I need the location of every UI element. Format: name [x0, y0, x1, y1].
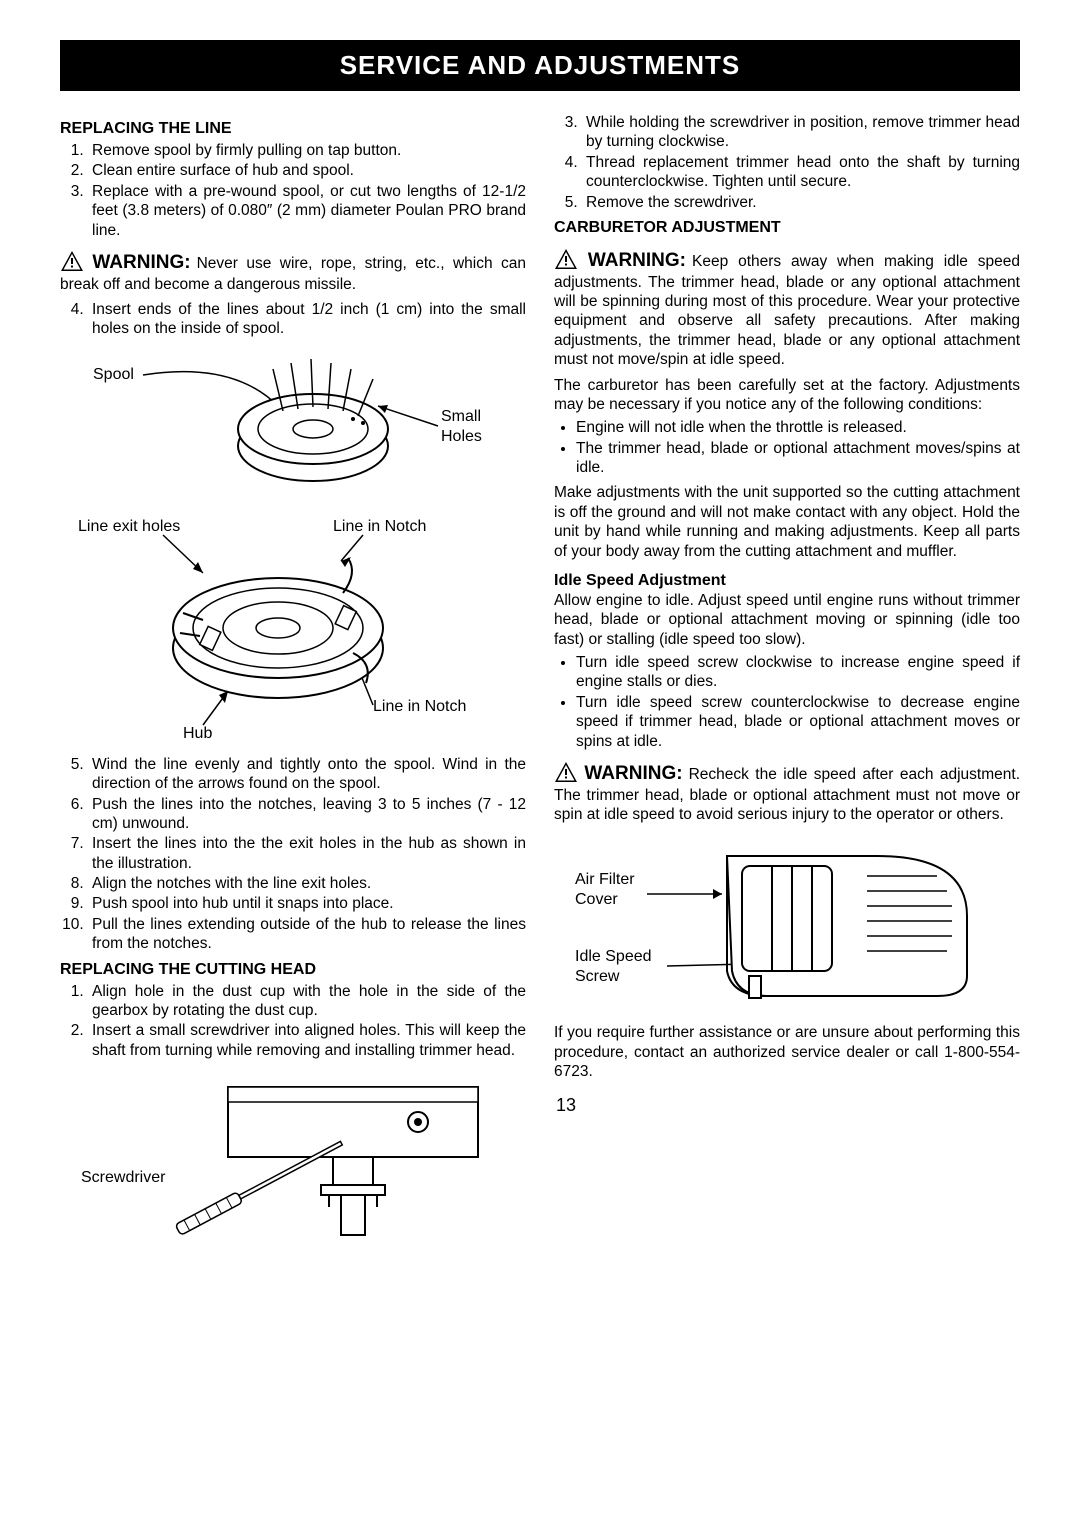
list-item: Insert the lines into the the exit holes… [88, 834, 526, 873]
replacing-head-steps: Align hole in the dust cup with the hole… [60, 982, 526, 1061]
fig-label-screwdriver: Screwdriver [81, 1169, 166, 1186]
two-column-layout: REPLACING THE LINE Remove spool by firml… [60, 113, 1020, 1254]
heading-replacing-line: REPLACING THE LINE [60, 119, 526, 139]
fig-label-idle-speed: Idle Speed [575, 948, 652, 965]
title-bar: SERVICE AND ADJUSTMENTS [60, 40, 1020, 91]
assistance-para: If you require further assistance or are… [554, 1023, 1020, 1081]
figure-hub: Line exit holes Line in Notch Line in No… [60, 513, 526, 743]
list-item: Replace with a pre-wound spool, or cut t… [88, 182, 526, 240]
warning-label: WARNING: [92, 252, 190, 273]
replacing-head-steps-cont: While holding the screwdriver in positio… [554, 113, 1020, 212]
list-item: Remove spool by firmly pulling on tap bu… [88, 141, 526, 160]
list-item: Clean entire surface of hub and spool. [88, 161, 526, 180]
figure-spool: Spool Small Holes [60, 351, 526, 501]
list-item: The trimmer head, blade or optional atta… [576, 439, 1020, 478]
replacing-line-steps-a: Remove spool by firmly pulling on tap bu… [60, 141, 526, 240]
right-column: While holding the screwdriver in positio… [554, 113, 1020, 1254]
fig-label-air-filter: Air Filter [575, 871, 635, 888]
replacing-line-steps-b: Insert ends of the lines about 1/2 inch … [60, 300, 526, 339]
figure-idle-screw: Air Filter Cover Idle Speed Screw [554, 836, 1020, 1011]
warning-block: WARNING:Keep others away when making idl… [554, 248, 1020, 370]
list-item: Align hole in the dust cup with the hole… [88, 982, 526, 1021]
fig-label-screw: Screw [575, 968, 620, 985]
idle-bullets: Turn idle speed screw clockwise to incre… [554, 653, 1020, 751]
warning-triangle-icon [554, 248, 578, 270]
list-item: Wind the line evenly and tightly onto th… [88, 755, 526, 794]
carb-para-safety: Make adjustments with the unit supported… [554, 483, 1020, 561]
list-item: Turn idle speed screw counterclockwise t… [576, 693, 1020, 751]
carb-condition-bullets: Engine will not idle when the throttle i… [554, 418, 1020, 477]
list-item: Align the notches with the line exit hol… [88, 874, 526, 893]
list-item: Remove the screwdriver. [582, 193, 1020, 212]
warning-block: WARNING:Never use wire, rope, string, et… [60, 250, 526, 294]
warning-block: WARNING:Recheck the idle speed after eac… [554, 761, 1020, 825]
idle-para: Allow engine to idle. Adjust speed until… [554, 591, 1020, 649]
fig-label-small: Small [441, 408, 481, 425]
left-column: REPLACING THE LINE Remove spool by firml… [60, 113, 526, 1254]
carb-para-conditions: The carburetor has been carefully set at… [554, 376, 1020, 415]
list-item: Insert ends of the lines about 1/2 inch … [88, 300, 526, 339]
fig-label-line-in-notch-bottom: Line in Notch [373, 698, 466, 715]
page-number: 13 [556, 1094, 1020, 1117]
fig-label-hub: Hub [183, 725, 212, 742]
warning-label: WARNING: [588, 250, 686, 271]
fig-label-holes: Holes [441, 428, 482, 445]
list-item: Turn idle speed screw clockwise to incre… [576, 653, 1020, 692]
warning-triangle-icon [554, 761, 578, 783]
warning-label: WARNING: [584, 763, 682, 784]
fig-label-cover: Cover [575, 891, 618, 908]
list-item: Thread replacement trimmer head onto the… [582, 153, 1020, 192]
heading-carburetor: CARBURETOR ADJUSTMENT [554, 218, 1020, 238]
list-item: Pull the lines extending outside of the … [88, 915, 526, 954]
heading-idle-speed: Idle Speed Adjustment [554, 571, 1020, 591]
list-item: Insert a small screwdriver into aligned … [88, 1021, 526, 1060]
figure-screwdriver: Screwdriver [60, 1072, 526, 1242]
list-item: Engine will not idle when the throttle i… [576, 418, 1020, 437]
heading-replacing-head: REPLACING THE CUTTING HEAD [60, 960, 526, 980]
fig-label-line-exit-holes: Line exit holes [78, 518, 180, 535]
list-item: Push spool into hub until it snaps into … [88, 894, 526, 913]
replacing-line-steps-c: Wind the line evenly and tightly onto th… [60, 755, 526, 954]
list-item: While holding the screwdriver in positio… [582, 113, 1020, 152]
page-root: SERVICE AND ADJUSTMENTS REPLACING THE LI… [60, 40, 1020, 1254]
list-item: Push the lines into the notches, leaving… [88, 795, 526, 834]
fig-label-line-in-notch-top: Line in Notch [333, 518, 426, 535]
warning-triangle-icon [60, 250, 84, 272]
fig-label-spool: Spool [93, 366, 134, 383]
